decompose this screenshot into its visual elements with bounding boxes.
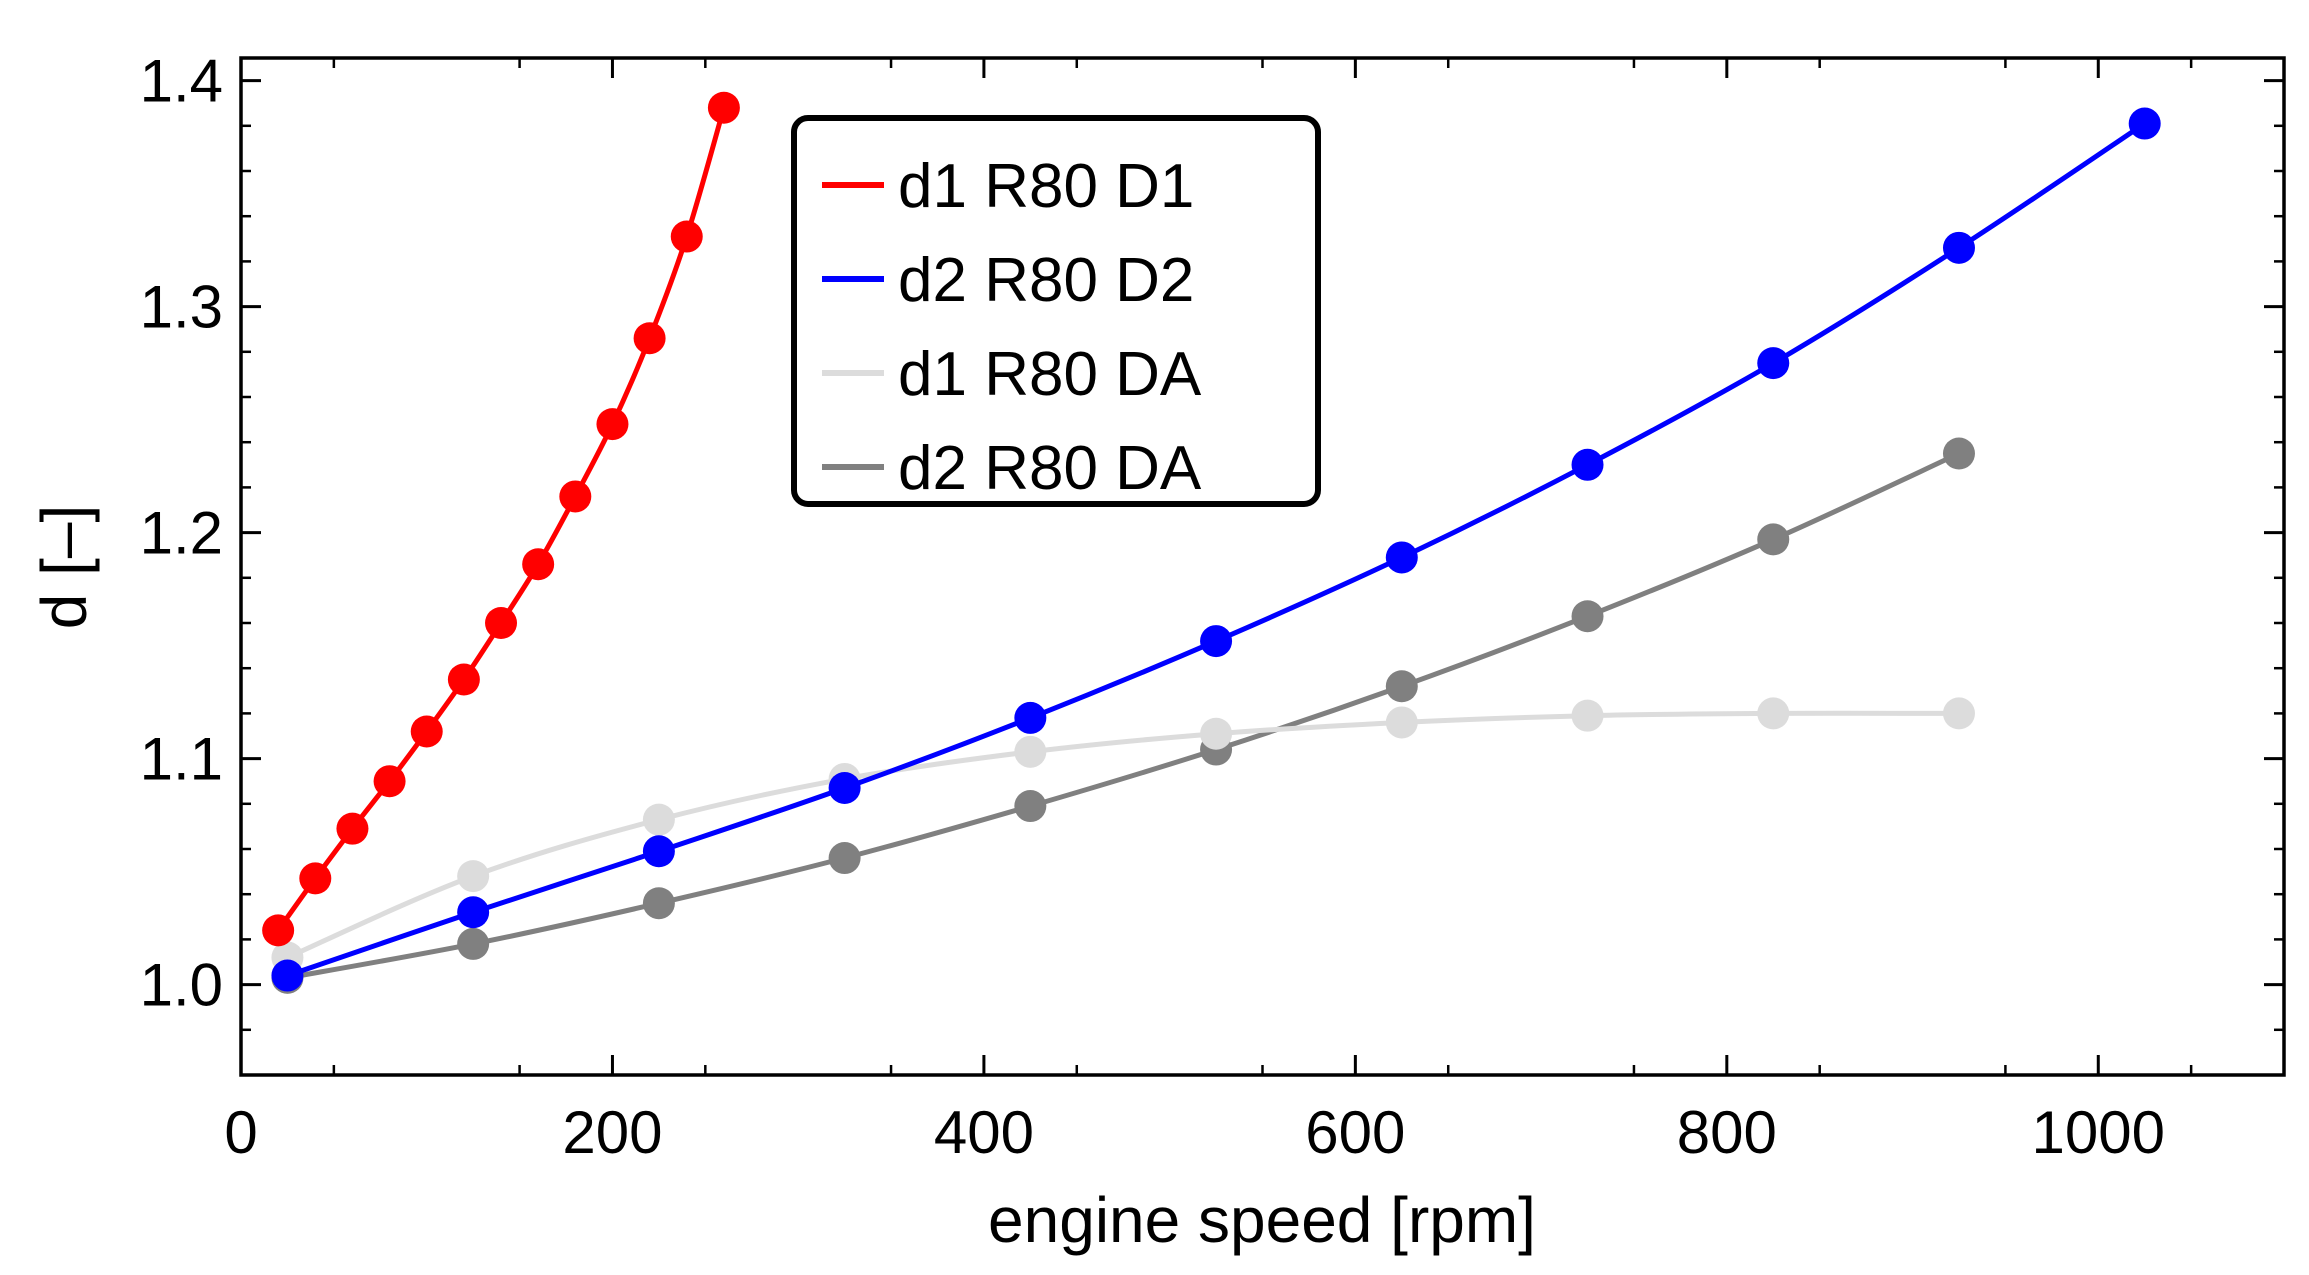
- data-point-d1-r80-da: [1757, 697, 1790, 730]
- legend-label-d1-r80-da: d1 R80 DA: [898, 340, 1202, 409]
- x-axis-title: engine speed [rpm]: [988, 1184, 1536, 1256]
- y-tick-label: 1.4: [140, 48, 223, 115]
- data-point-d1-r80-d1: [670, 220, 703, 253]
- x-tick-label: 800: [1677, 1099, 1777, 1166]
- x-tick-label: 1000: [2032, 1099, 2165, 1166]
- data-point-d2-r80-d2: [1757, 347, 1790, 380]
- data-point-d1-r80-da: [1200, 717, 1233, 750]
- x-tick-labels: 0 200 400 600 800 1000: [224, 1099, 2165, 1166]
- data-point-d2-r80-d2: [2128, 107, 2161, 140]
- data-point-d1-r80-d1: [633, 322, 666, 355]
- y-tick-label: 1.2: [140, 500, 223, 567]
- y-tick-label: 1.1: [140, 726, 223, 793]
- data-point-d2-r80-da: [1942, 437, 1975, 470]
- data-point-d1-r80-d1: [707, 91, 740, 124]
- data-point-d2-r80-da: [828, 842, 861, 875]
- data-point-d2-r80-da: [1014, 790, 1047, 823]
- legend-label-d2-r80-d2: d2 R80 D2: [898, 246, 1194, 315]
- data-point-d1-r80-da: [457, 860, 490, 893]
- legend: d1 R80 D1 d2 R80 D2 d1 R80 DA d2 R80 DA: [791, 115, 1321, 507]
- data-point-d2-r80-da: [457, 927, 490, 960]
- data-point-d2-r80-d2: [828, 771, 861, 804]
- data-point-d2-r80-da: [1571, 600, 1604, 633]
- x-tick-label: 200: [562, 1099, 662, 1166]
- data-point-d1-r80-d1: [336, 812, 369, 845]
- plot-frame: [239, 56, 2286, 1077]
- data-point-d2-r80-d2: [1942, 231, 1975, 264]
- series-d1-r80-d1: [262, 91, 740, 947]
- data-point-d2-r80-d2: [1385, 541, 1418, 574]
- data-point-d2-r80-da: [642, 887, 675, 920]
- y-tick-label: 1.3: [140, 274, 223, 341]
- series-line-d2-r80-da: [286, 451, 1961, 981]
- data-point-d1-r80-d1: [299, 862, 332, 895]
- x-tick-label: 600: [1305, 1099, 1405, 1166]
- legend-label-d2-r80-da: d2 R80 DA: [898, 434, 1202, 503]
- data-point-d1-r80-d1: [447, 663, 480, 696]
- y-tick-label: 1.0: [140, 952, 223, 1019]
- data-point-d1-r80-d1: [410, 715, 443, 748]
- data-point-d1-r80-da: [1385, 706, 1418, 739]
- data-point-d1-r80-d1: [262, 914, 295, 947]
- data-point-d2-r80-d2: [271, 959, 304, 992]
- y-axis-title: d [–]: [28, 505, 100, 630]
- data-point-d2-r80-d2: [1200, 625, 1233, 658]
- series-line-d1-r80-da: [286, 710, 1960, 960]
- data-point-d1-r80-d1: [596, 408, 629, 441]
- x-tick-label: 400: [934, 1099, 1034, 1166]
- series-d2-r80-d2: [271, 107, 2161, 992]
- series-layer: [262, 91, 2161, 994]
- data-point-d1-r80-da: [642, 803, 675, 836]
- data-point-d1-r80-da: [1014, 735, 1047, 768]
- data-point-d2-r80-da: [1385, 670, 1418, 703]
- data-point-d2-r80-d2: [1014, 701, 1047, 734]
- data-point-d1-r80-da: [1571, 699, 1604, 732]
- data-point-d1-r80-da: [1942, 697, 1975, 730]
- legend-box: [791, 115, 1321, 507]
- data-point-d2-r80-d2: [457, 896, 490, 929]
- data-point-d1-r80-d1: [373, 765, 406, 798]
- data-point-d1-r80-d1: [522, 548, 555, 581]
- data-point-d1-r80-d1: [559, 480, 592, 513]
- legend-label-d1-r80-d1: d1 R80 D1: [898, 152, 1194, 221]
- x-tick-label: 0: [224, 1099, 257, 1166]
- data-point-d2-r80-d2: [642, 835, 675, 868]
- data-point-d2-r80-d2: [1571, 448, 1604, 481]
- data-point-d2-r80-da: [1757, 523, 1790, 556]
- data-point-d1-r80-d1: [485, 607, 518, 639]
- y-tick-labels: 1.0 1.1 1.2 1.3 1.4: [140, 48, 223, 1019]
